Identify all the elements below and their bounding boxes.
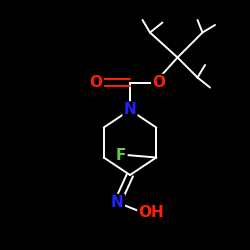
Text: OH: OH	[138, 205, 164, 220]
Text: N: N	[124, 102, 136, 118]
Text: O: O	[152, 75, 165, 90]
Text: O: O	[90, 75, 103, 90]
Text: F: F	[116, 148, 126, 162]
Text: N: N	[111, 195, 124, 210]
